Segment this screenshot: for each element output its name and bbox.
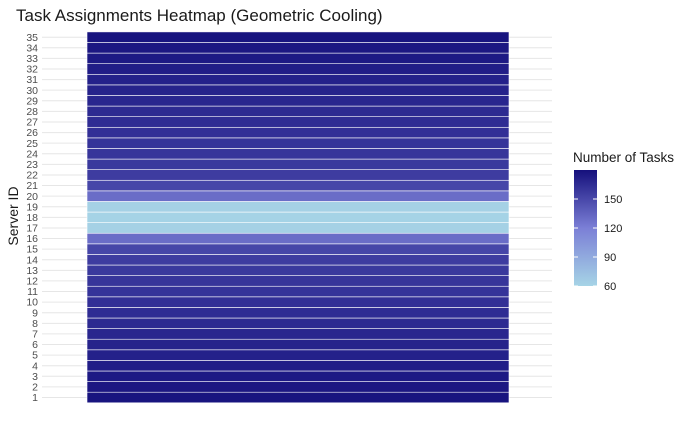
y-tick-label: 34 xyxy=(26,42,38,54)
heatmap-tile-server-29 xyxy=(86,95,510,107)
y-tick-label: 6 xyxy=(32,339,38,351)
heatmap-tile-server-32 xyxy=(86,63,510,75)
heatmap-tile-server-1 xyxy=(86,391,510,404)
heatmap-tile-server-18 xyxy=(86,211,510,223)
y-tick-label: 20 xyxy=(26,191,38,203)
heatmap-tile-server-7 xyxy=(86,328,510,340)
y-tick-label: 17 xyxy=(26,223,38,235)
legend-tick-label: 120 xyxy=(604,223,622,235)
heatmap-tiles xyxy=(86,31,510,404)
heatmap-tile-server-10 xyxy=(86,296,510,308)
heatmap-tile-server-17 xyxy=(86,222,510,234)
heatmap-tile-server-4 xyxy=(86,360,510,372)
legend-colorbar xyxy=(574,170,597,286)
heatmap-tile-server-26 xyxy=(86,126,510,139)
y-tick-label: 26 xyxy=(26,127,38,139)
heatmap-tile-server-15 xyxy=(86,243,510,255)
y-tick-label: 28 xyxy=(26,106,38,118)
y-tick-label: 7 xyxy=(32,329,38,341)
y-axis-label: Server ID xyxy=(5,186,21,245)
legend-ticks: 60 90 120 150 xyxy=(574,194,622,293)
y-tick-label: 19 xyxy=(26,201,38,213)
y-tick-label: 22 xyxy=(26,170,38,182)
y-tick-label: 1 xyxy=(32,392,38,404)
y-tick-label: 29 xyxy=(26,95,38,107)
y-tick-label: 4 xyxy=(32,360,38,372)
heatmap-tile-server-30 xyxy=(86,84,510,96)
y-tick-label: 3 xyxy=(32,371,38,383)
heatmap-tile-server-21 xyxy=(86,179,510,192)
y-tick-label: 13 xyxy=(26,265,38,277)
heatmap-tile-server-12 xyxy=(86,275,510,287)
y-tick-label: 18 xyxy=(26,212,38,224)
heatmap-tile-server-11 xyxy=(86,285,510,298)
heatmap-tile-server-31 xyxy=(86,73,510,86)
heatmap-tile-server-20 xyxy=(86,190,510,202)
legend-tick-label: 90 xyxy=(604,252,616,264)
heatmap-tile-server-28 xyxy=(86,105,510,117)
y-tick-label: 30 xyxy=(26,85,38,97)
chart-title: Task Assignments Heatmap (Geometric Cool… xyxy=(16,6,383,25)
heatmap-tile-server-24 xyxy=(86,148,510,160)
y-tick-label: 21 xyxy=(26,180,38,192)
y-tick-label: 5 xyxy=(32,350,38,362)
heatmap-tile-server-22 xyxy=(86,169,510,181)
heatmap-tile-server-13 xyxy=(86,264,510,276)
y-tick-label: 31 xyxy=(26,74,38,86)
y-tick-label: 11 xyxy=(27,286,38,298)
heatmap-tile-server-19 xyxy=(86,201,510,213)
heatmap-tile-server-3 xyxy=(86,370,510,382)
heatmap-tile-server-2 xyxy=(86,381,510,393)
color-legend: Number of Tasks 60 90 120 150 xyxy=(573,150,674,293)
y-tick-label: 15 xyxy=(26,244,38,256)
heatmap-tile-server-27 xyxy=(86,116,510,128)
heatmap-tile-server-23 xyxy=(86,158,510,170)
y-tick-label: 33 xyxy=(26,53,38,65)
y-tick-label: 12 xyxy=(26,276,38,288)
y-tick-label: 25 xyxy=(26,138,38,150)
y-tick-label: 27 xyxy=(26,117,38,129)
heatmap-tile-server-34 xyxy=(86,42,510,54)
y-tick-label: 16 xyxy=(26,233,38,245)
y-tick-label: 14 xyxy=(26,254,38,266)
y-tick-label: 2 xyxy=(32,382,38,394)
legend-tick-label: 150 xyxy=(604,194,622,206)
y-tick-label: 23 xyxy=(26,159,38,171)
legend-tick-label: 60 xyxy=(604,281,616,293)
y-tick-label: 10 xyxy=(26,297,38,309)
y-tick-label: 32 xyxy=(26,64,38,76)
y-tick-label: 8 xyxy=(32,318,38,330)
legend-title: Number of Tasks xyxy=(573,150,674,165)
heatmap-tile-server-5 xyxy=(86,349,510,361)
y-tick-label: 35 xyxy=(26,32,38,44)
heatmap-tile-server-33 xyxy=(86,52,510,64)
heatmap-tile-server-16 xyxy=(86,232,510,245)
heatmap-tile-server-9 xyxy=(86,307,510,319)
heatmap-tile-server-14 xyxy=(86,254,510,266)
heatmap-tile-server-6 xyxy=(86,338,510,351)
y-tick-label: 9 xyxy=(32,307,38,319)
heatmap-tile-server-8 xyxy=(86,317,510,329)
heatmap-tile-server-35 xyxy=(86,31,510,43)
y-axis-ticks: 1234567891011121314151617181920212223242… xyxy=(26,32,38,404)
heatmap-tile-server-25 xyxy=(86,137,510,149)
y-tick-label: 24 xyxy=(26,148,38,160)
